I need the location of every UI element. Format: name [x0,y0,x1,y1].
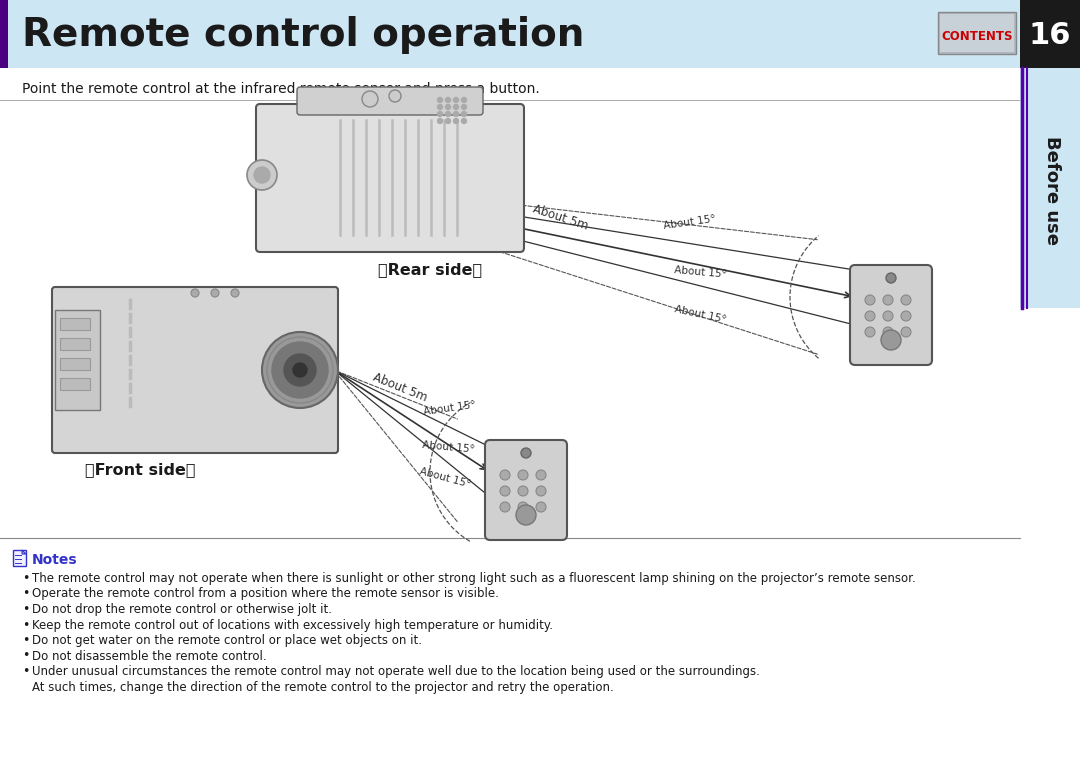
Circle shape [211,289,219,297]
Circle shape [454,105,459,109]
Circle shape [461,98,467,102]
Circle shape [284,354,316,386]
Circle shape [886,273,896,283]
Bar [939,12,1016,54]
Circle shape [437,112,443,116]
Circle shape [191,289,199,297]
Text: Do not drop the remote control or otherwise jolt it.: Do not drop the remote control or otherw… [32,603,332,616]
Circle shape [901,295,912,305]
FancyBboxPatch shape [297,87,483,115]
Circle shape [454,98,459,102]
Circle shape [454,112,459,116]
Text: The remote control may not operate when there is sunlight or other strong light : The remote control may not operate when … [32,572,916,585]
Text: About 15°: About 15° [418,466,472,490]
Circle shape [518,486,528,496]
Text: Do not get water on the remote control or place wet objects on it.: Do not get water on the remote control o… [32,634,422,647]
Text: •: • [22,649,29,662]
Circle shape [454,118,459,124]
Text: •: • [22,619,29,632]
Text: About 5m: About 5m [530,203,590,233]
Circle shape [437,105,443,109]
Text: About 15°: About 15° [673,305,727,325]
Bar [0,0,1020,68]
Text: About 15°: About 15° [673,264,727,280]
Text: 16: 16 [1029,21,1071,50]
Bar [1020,68,1080,308]
Bar [60,378,90,390]
Text: 』Rear side】: 』Rear side】 [378,262,482,277]
Text: •: • [22,588,29,601]
FancyBboxPatch shape [256,104,524,252]
Bar [940,14,1014,52]
Circle shape [536,502,546,512]
Circle shape [883,311,893,321]
Circle shape [461,105,467,109]
Text: Under unusual circumstances the remote control may not operate well due to the l: Under unusual circumstances the remote c… [32,665,760,678]
Circle shape [865,295,875,305]
Text: •: • [22,603,29,616]
Bar [60,338,90,350]
Circle shape [446,98,450,102]
Text: Before use: Before use [1043,135,1061,244]
Circle shape [883,295,893,305]
Circle shape [247,160,276,190]
Circle shape [883,327,893,337]
Circle shape [262,332,338,408]
Circle shape [293,363,307,377]
Polygon shape [22,550,26,554]
Bar [1020,0,1080,68]
Bar [60,358,90,370]
Circle shape [362,91,378,107]
Text: Keep the remote control out of locations with excessively high temperature or hu: Keep the remote control out of locations… [32,619,553,632]
FancyBboxPatch shape [850,265,932,365]
Circle shape [518,502,528,512]
Circle shape [516,505,536,525]
Circle shape [437,98,443,102]
Circle shape [518,470,528,480]
Text: About 15°: About 15° [423,400,476,416]
Text: •: • [22,634,29,647]
Circle shape [881,330,901,350]
Text: Do not disassemble the remote control.: Do not disassemble the remote control. [32,649,267,662]
Text: About 5m: About 5m [370,371,429,405]
Text: CONTENTS: CONTENTS [942,31,1013,44]
Text: 』Front side】: 』Front side】 [84,462,195,477]
Circle shape [521,448,531,458]
Circle shape [536,470,546,480]
Text: •: • [22,665,29,678]
Circle shape [865,311,875,321]
Circle shape [500,502,510,512]
Circle shape [446,105,450,109]
Circle shape [865,327,875,337]
Circle shape [901,311,912,321]
Circle shape [254,167,270,183]
Circle shape [272,342,328,398]
Circle shape [500,470,510,480]
Text: Operate the remote control from a position where the remote sensor is visible.: Operate the remote control from a positi… [32,588,499,601]
FancyBboxPatch shape [52,287,338,453]
Text: About 15°: About 15° [421,440,474,455]
Bar [13,550,26,566]
FancyBboxPatch shape [485,440,567,540]
Bar [0,0,8,68]
Text: •: • [22,572,29,585]
Circle shape [231,289,239,297]
Text: About 15°: About 15° [663,213,717,231]
Circle shape [461,118,467,124]
Circle shape [389,90,401,102]
Bar [60,318,90,330]
Circle shape [437,118,443,124]
Circle shape [500,486,510,496]
Text: Point the remote control at the infrared remote sensor and press a button.: Point the remote control at the infrared… [22,82,540,96]
Circle shape [461,112,467,116]
Circle shape [901,327,912,337]
Circle shape [536,486,546,496]
Text: Remote control operation: Remote control operation [22,16,584,54]
Bar [55,310,100,410]
Circle shape [446,118,450,124]
Text: At such times, change the direction of the remote control to the projector and r: At such times, change the direction of t… [32,681,613,694]
Text: Notes: Notes [32,553,78,567]
Circle shape [446,112,450,116]
